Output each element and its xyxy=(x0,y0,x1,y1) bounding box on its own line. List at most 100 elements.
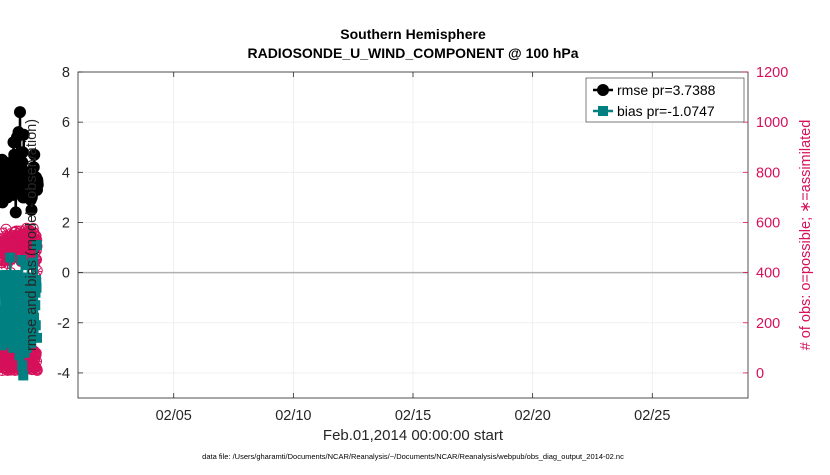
obs-assimilated-marker xyxy=(0,350,11,361)
bias-point xyxy=(31,282,42,293)
bias-point xyxy=(5,252,16,263)
x-tick-label: 02/20 xyxy=(514,408,550,424)
chart-title: Southern Hemisphere xyxy=(340,26,486,42)
y2-tick-label: 600 xyxy=(756,215,780,231)
y-tick-label: 6 xyxy=(62,115,70,131)
y2-tick-label: 1200 xyxy=(756,65,788,81)
legend-rmse-label: rmse pr=3.7388 xyxy=(617,82,716,98)
rmse-series-layer xyxy=(0,106,44,219)
obs-assimilated-marker xyxy=(31,348,42,359)
rmse-point xyxy=(16,146,29,159)
y2-tick-label: 200 xyxy=(756,316,780,332)
bias-point xyxy=(30,300,41,311)
bias-point xyxy=(0,287,9,298)
x-tick-label: 02/10 xyxy=(275,408,311,424)
bias-point xyxy=(31,240,42,251)
obs-assimilated-marker xyxy=(25,348,36,359)
rmse-point xyxy=(31,178,44,191)
bias-point xyxy=(20,300,31,311)
y-tick-label: 8 xyxy=(62,65,70,81)
legend-bias-label: bias pr=-1.0747 xyxy=(617,103,715,119)
y2-tick-label: 800 xyxy=(756,165,780,181)
x-tick-label: 02/25 xyxy=(634,408,670,424)
x-tick-label: 02/05 xyxy=(156,408,192,424)
bias-point xyxy=(29,312,39,323)
legend-bias-marker xyxy=(598,106,608,116)
obs-assimilated-marker xyxy=(0,256,8,267)
bias-point xyxy=(8,342,19,353)
bias-point xyxy=(14,297,24,308)
bias-point xyxy=(21,342,32,353)
bias-point xyxy=(2,270,12,281)
bias-point xyxy=(0,340,7,351)
y2-tick-label: 0 xyxy=(756,366,764,382)
obs-assimilated-marker xyxy=(1,226,11,237)
obs-assimilated-marker xyxy=(0,365,8,376)
bias-point xyxy=(32,332,42,343)
obs-assimilated-marker xyxy=(29,230,39,240)
rmse-point xyxy=(25,203,38,216)
rmse-point xyxy=(9,206,22,219)
obs-assimilated-marker xyxy=(0,259,7,270)
bias-series-layer xyxy=(0,240,42,381)
x-tick-label: 02/15 xyxy=(395,408,431,424)
legend-rmse-marker xyxy=(597,84,609,96)
legend-box xyxy=(585,77,745,123)
y-tick-label: -4 xyxy=(57,366,70,382)
y-tick-label: 4 xyxy=(62,165,70,181)
bias-point xyxy=(28,257,39,268)
bias-point xyxy=(26,337,37,348)
obs-assimilated-marker xyxy=(4,236,15,247)
obs-assimilated-marker xyxy=(22,244,32,255)
bias-point xyxy=(16,317,26,328)
bias-point xyxy=(19,347,30,358)
obs-assimilated-marker xyxy=(29,354,40,365)
obs-assimilated-marker xyxy=(21,233,32,244)
obs-assimilated-marker xyxy=(32,365,43,376)
bias-point xyxy=(14,287,25,298)
obs-assimilated-marker xyxy=(31,234,41,245)
y-tick-label: -2 xyxy=(57,316,70,332)
bias-point xyxy=(17,255,27,266)
rmse-point xyxy=(27,161,40,174)
y2-tick-label: 400 xyxy=(756,266,780,282)
obs-assimilated-marker xyxy=(0,253,10,264)
rmse-point xyxy=(28,148,41,161)
obs-assimilated-marker xyxy=(22,240,33,251)
obs-assimilated-marker xyxy=(29,251,40,262)
axis-layer: 02/05 02/10 02/15 02/20 02/25 -4 -2 0 2 4 6 8 0 200 40… xyxy=(57,65,788,424)
y2-tick-label: 1000 xyxy=(756,115,788,131)
bias-point xyxy=(17,360,28,371)
bias-point xyxy=(31,277,42,288)
obs-assimilated-marker xyxy=(10,365,20,376)
data-file-footer: data file: /Users/gharamti/Documents/NCA… xyxy=(202,452,624,461)
y-axis-right-label: # of obs: o=possible; ∗=assimilated xyxy=(798,120,814,351)
x-axis-label: Feb.01,2014 00:00:00 start xyxy=(323,427,504,444)
y-tick-label: 0 xyxy=(62,266,70,282)
bias-point xyxy=(30,287,41,298)
obs-assimilated-marker xyxy=(20,230,31,241)
bias-point xyxy=(7,290,18,301)
bias-point xyxy=(25,307,36,318)
rmse-point xyxy=(14,106,26,119)
bias-point xyxy=(23,260,33,271)
bias-point xyxy=(20,337,31,348)
y-axis-label: rmse and bias (model - observation) xyxy=(24,119,40,351)
obs-assimilated-marker xyxy=(30,362,41,373)
bias-point xyxy=(30,320,41,331)
rmse-point xyxy=(17,128,30,141)
obs-assimilated-marker xyxy=(31,356,42,367)
chart-subtitle: RADIOSONDE_U_WIND_COMPONENT @ 100 hPa xyxy=(247,45,578,61)
y-tick-label: 2 xyxy=(62,215,70,231)
bias-point xyxy=(0,307,9,318)
bias-point xyxy=(7,312,17,323)
bias-point xyxy=(6,330,17,341)
rmse-point xyxy=(16,156,29,169)
bias-point xyxy=(18,370,29,381)
bias-point xyxy=(0,332,8,343)
obs-assimilated-marker xyxy=(6,356,17,367)
obs-assimilated-marker xyxy=(24,354,34,365)
